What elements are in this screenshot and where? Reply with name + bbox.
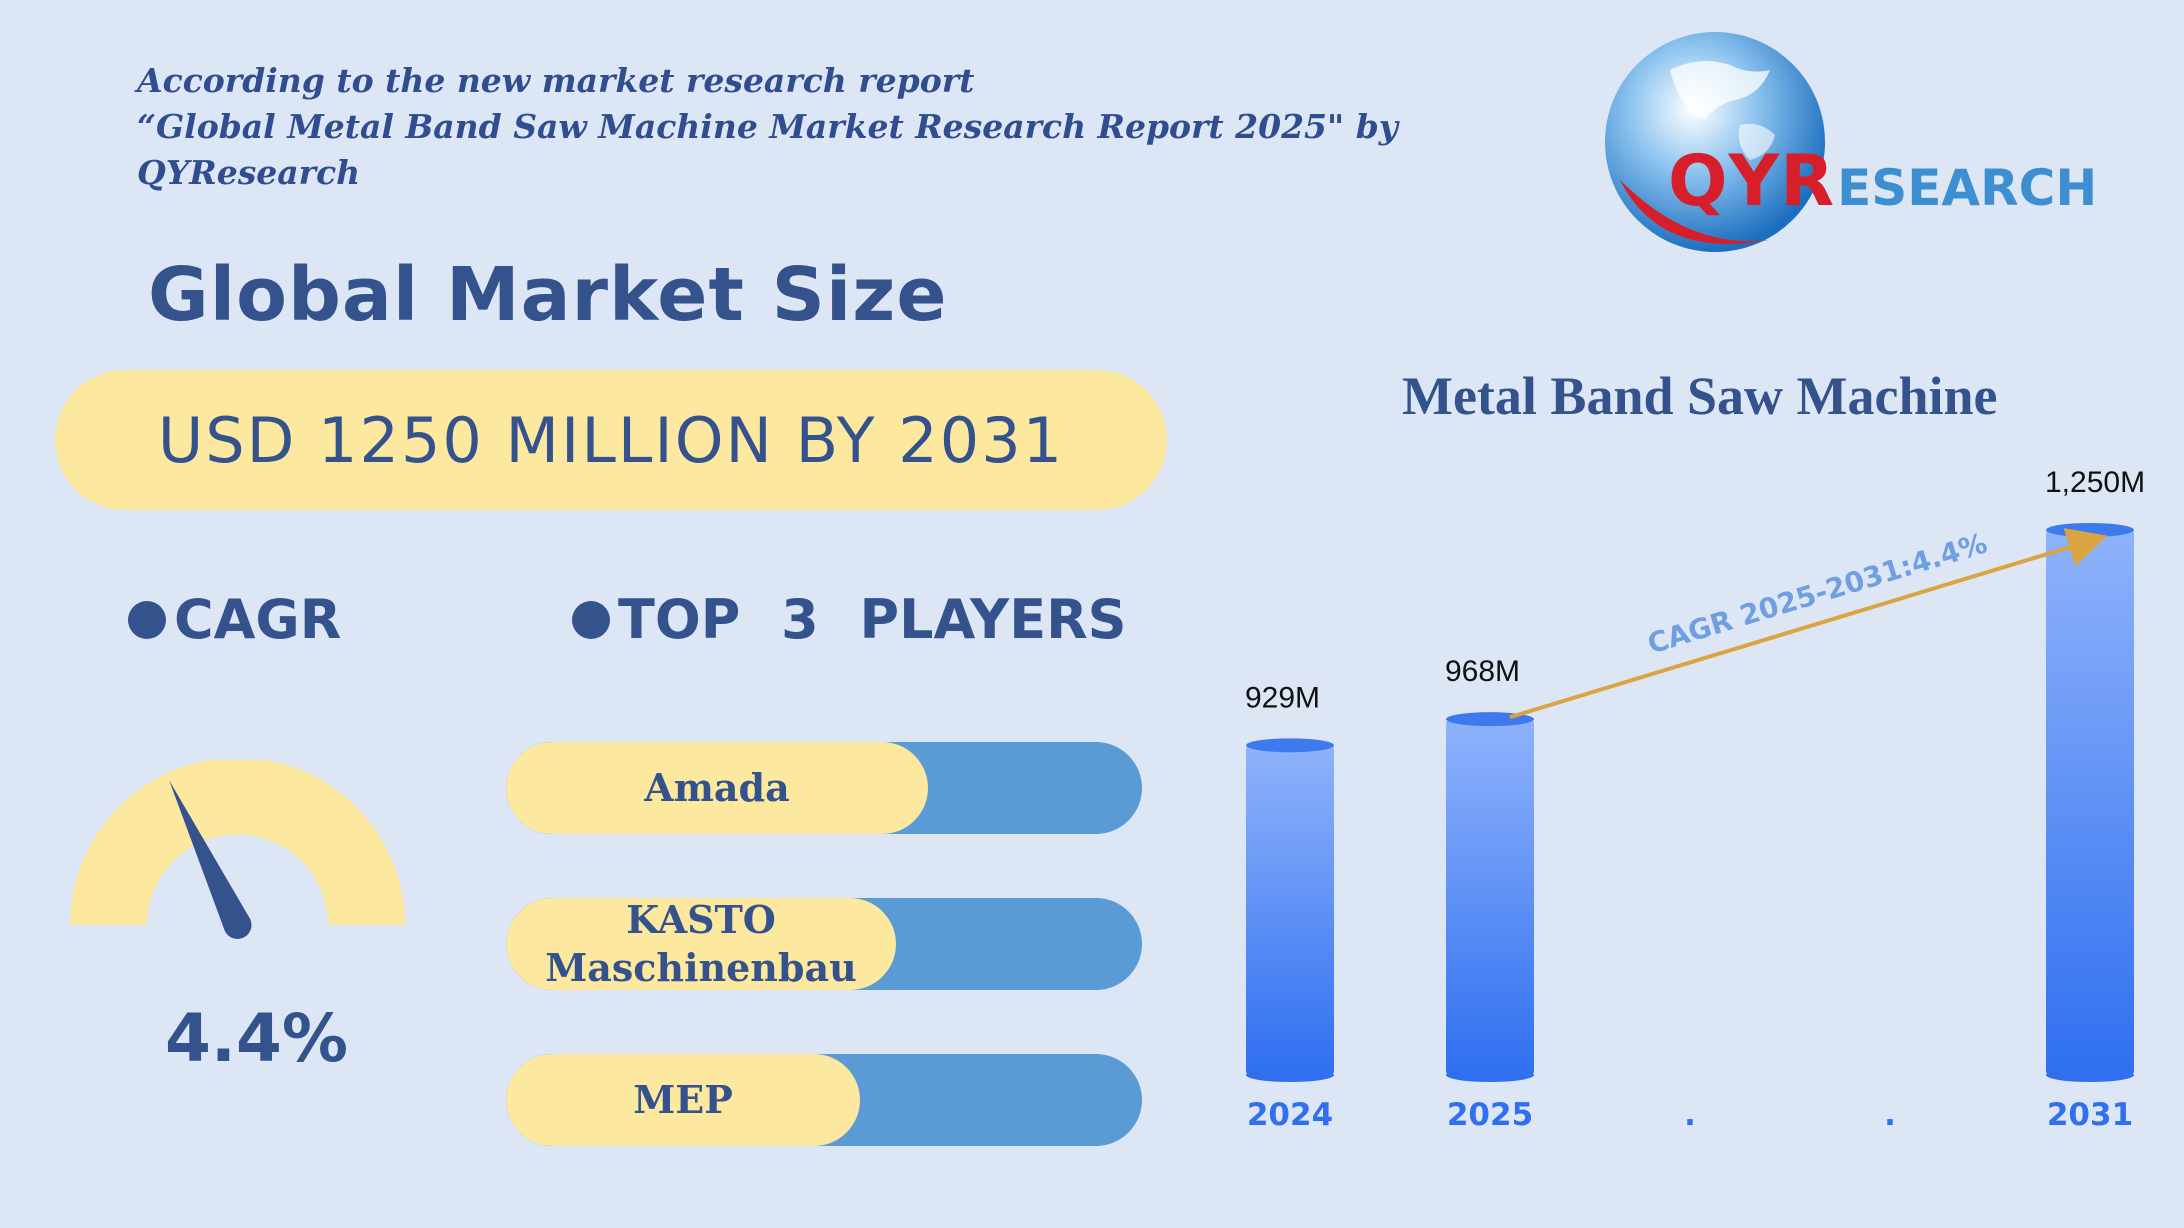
bullet-dot-icon — [572, 600, 610, 639]
intro-line-3: QYResearch — [137, 153, 361, 192]
logo-brand-rest: ESEARCH — [1837, 159, 2098, 217]
bullet-dot-icon — [128, 600, 166, 639]
player-bar-2: KASTO Maschinenbau — [506, 898, 1142, 990]
cagr-annotation: CAGR 2025-2031:4.4% — [1644, 526, 1991, 660]
bar-2025 — [1446, 719, 1534, 1075]
cagr-heading: CAGR — [128, 588, 341, 651]
bar-cap-2024 — [1246, 738, 1334, 753]
top-players-label: TOP 3 PLAYERS — [618, 588, 1127, 651]
x-tick-2: . — [1684, 1097, 1696, 1133]
cagr-arrow — [1509, 528, 2108, 720]
bar-2024 — [1246, 745, 1334, 1075]
player-bar-1: Amada — [506, 742, 1142, 834]
x-tick-4: 2031 — [2047, 1097, 2133, 1133]
x-tick-0: 2024 — [1247, 1097, 1333, 1133]
gauge-needle — [169, 780, 252, 939]
data-label-2024: 929M — [1245, 681, 1320, 714]
player-name-1: Amada — [644, 765, 790, 810]
market-bar-chart: 929M 2024 968M 2025. . 1,250M 2031 CAGR 2025-20… — [1245, 466, 2145, 1133]
qyresearch-logo: QYRESEARCH — [1600, 30, 2100, 260]
intro-line-1: According to the new market research rep… — [137, 61, 975, 100]
market-size-pill: USD 1250 MILLION BY 2031 — [55, 370, 1167, 510]
report-intro: According to the new market research rep… — [137, 58, 1437, 196]
bar-base-2031 — [2046, 1068, 2134, 1082]
bar-base-2024 — [1246, 1068, 1334, 1082]
bar-2031 — [2046, 530, 2134, 1075]
globe-icon — [1605, 32, 1825, 252]
cagr-gauge — [65, 757, 410, 940]
market-size-heading: Global Market Size — [148, 252, 948, 338]
player-name-2: KASTO Maschinenbau — [545, 898, 857, 990]
bar-cap-2031 — [2046, 523, 2134, 537]
x-tick-1: 2025 — [1447, 1097, 1533, 1133]
bar-base-2025 — [1446, 1068, 1534, 1082]
logo-brand-big: QYR — [1668, 140, 1836, 222]
top-players-heading: TOP 3 PLAYERS — [572, 588, 1127, 651]
x-tick-3: . — [1884, 1097, 1896, 1133]
logo-wordmark: QYRESEARCH — [1668, 140, 2097, 222]
cagr-label: CAGR — [174, 588, 342, 651]
gauge-icon — [70, 757, 405, 939]
intro-line-2: “Global Metal Band Saw Machine Market Re… — [137, 107, 1398, 146]
data-label-2031: 1,250M — [2045, 466, 2145, 499]
chart-title: Metal Band Saw Machine — [1402, 366, 1998, 426]
player-bar-3: MEP — [506, 1054, 1142, 1146]
data-label-2025: 968M — [1445, 655, 1520, 688]
player-name-3: MEP — [633, 1077, 733, 1122]
market-size-value: USD 1250 MILLION BY 2031 — [157, 403, 1065, 477]
cagr-value: 4.4% — [165, 1000, 349, 1077]
